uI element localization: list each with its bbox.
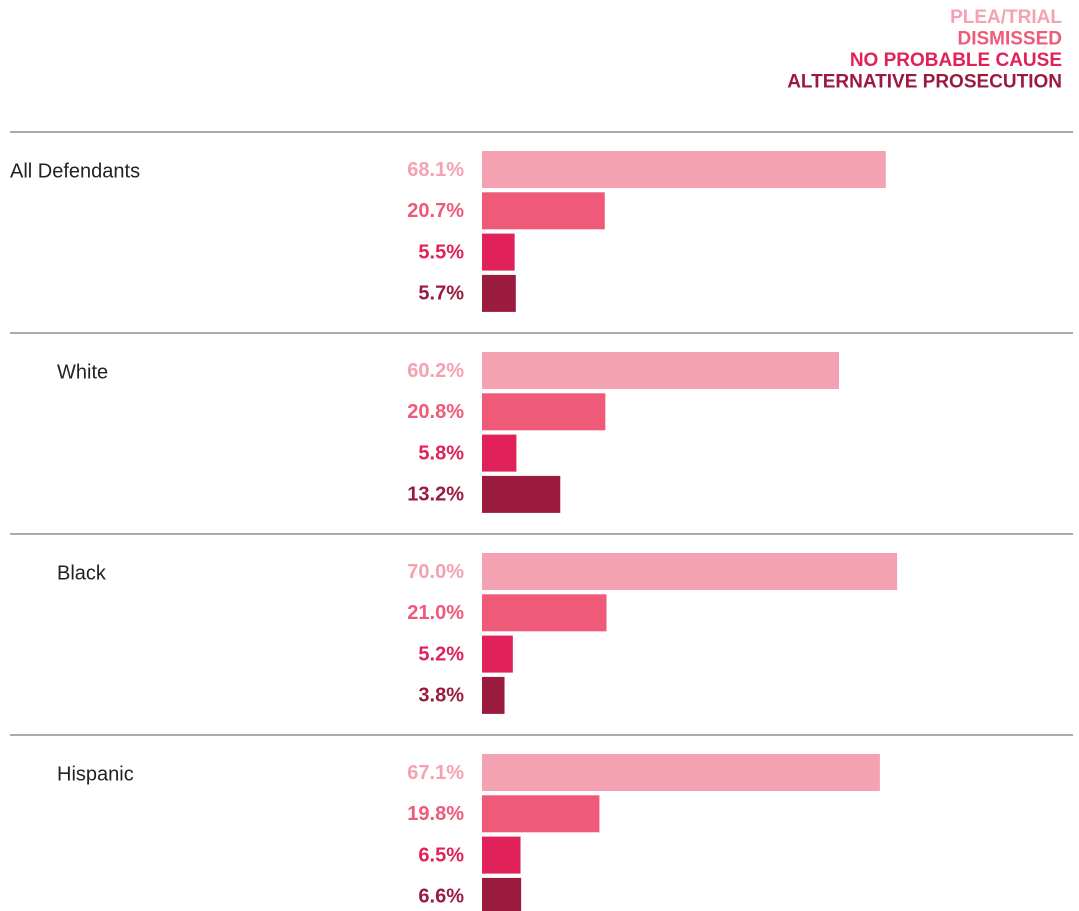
category-label: Hispanic [57,763,134,785]
value-label: 6.5% [418,844,464,866]
category-label: White [57,361,108,383]
value-label: 20.7% [407,200,464,222]
bar [482,795,600,833]
bar [482,352,839,389]
bar [482,553,898,590]
legend-entry: DISMISSED [957,29,1062,50]
bar [482,475,561,513]
value-label: 13.2% [407,484,464,506]
value-label: 67.1% [407,762,464,784]
legend-entry: ALTERNATIVE PROSECUTION [787,72,1062,93]
value-label: 20.8% [407,401,464,423]
bar [482,393,606,431]
bar [482,151,886,188]
bar [482,233,515,271]
value-label: 21.0% [407,602,464,624]
bar [482,836,521,874]
value-label: 3.8% [418,685,464,707]
bar [482,594,607,632]
bar [482,192,605,230]
bar [482,676,505,714]
value-label: 68.1% [407,159,464,181]
value-label: 5.8% [418,442,464,464]
bar [482,754,880,791]
bar [482,434,517,472]
value-label: 5.5% [418,241,464,263]
category-label: Black [57,562,107,584]
category-label: All Defendants [10,160,140,182]
legend-entry: NO PROBABLE CAUSE [850,50,1062,71]
bar [482,274,516,312]
value-label: 5.7% [418,283,464,305]
value-label: 60.2% [407,360,464,382]
value-label: 19.8% [407,803,464,825]
bar [482,635,513,673]
value-label: 70.0% [407,561,464,583]
bar [482,877,522,911]
value-label: 6.6% [418,886,464,908]
value-label: 5.2% [418,643,464,665]
legend-entry: PLEA/TRIAL [950,7,1062,28]
